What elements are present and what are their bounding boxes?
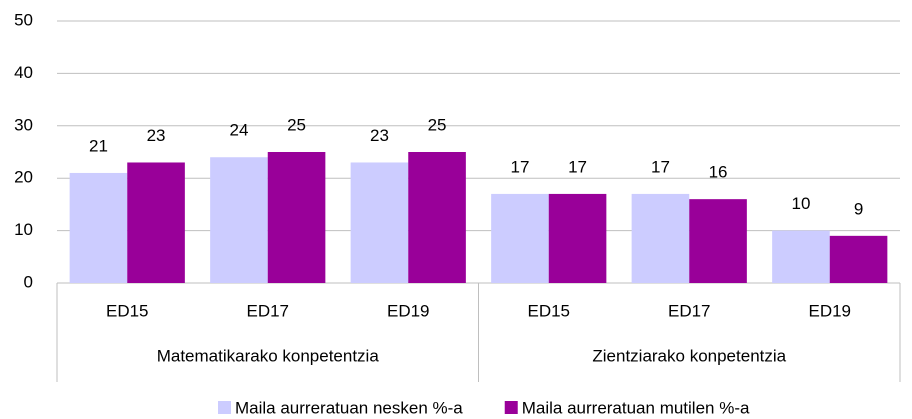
x-tick-label: ED15 xyxy=(527,301,570,320)
x-tick-label: ED19 xyxy=(808,301,851,320)
bar xyxy=(127,162,185,283)
bar xyxy=(491,193,549,283)
legend-label: Maila aurreratuan nesken %-a xyxy=(235,398,463,417)
y-tick-label: 40 xyxy=(14,63,33,82)
data-label: 24 xyxy=(229,121,248,140)
data-label: 25 xyxy=(287,115,306,134)
bar xyxy=(829,235,888,283)
y-tick-label: 20 xyxy=(14,168,33,187)
group-label: Matematikarako konpetentzia xyxy=(157,346,380,365)
legend-label: Maila aurreratuan mutilen %-a xyxy=(522,398,750,417)
data-label: 16 xyxy=(709,163,728,182)
x-tick-label: ED17 xyxy=(668,301,711,320)
bar xyxy=(350,162,409,283)
data-label: 17 xyxy=(568,157,587,176)
bar xyxy=(772,230,830,283)
legend-swatch xyxy=(218,401,231,414)
bar xyxy=(631,193,690,283)
bar xyxy=(267,152,326,283)
bar xyxy=(408,152,466,283)
y-tick-label: 0 xyxy=(24,272,33,291)
y-tick-label: 50 xyxy=(14,10,33,29)
y-tick-label: 30 xyxy=(14,115,33,134)
x-tick-label: ED17 xyxy=(246,301,289,320)
data-label: 23 xyxy=(370,126,389,145)
bar xyxy=(210,157,268,283)
x-tick-label: ED19 xyxy=(387,301,430,320)
bar xyxy=(69,172,128,283)
data-label: 21 xyxy=(89,136,108,155)
data-label: 9 xyxy=(854,199,863,218)
bar xyxy=(548,193,607,283)
data-label: 17 xyxy=(651,157,670,176)
x-tick-label: ED15 xyxy=(106,301,149,320)
y-tick-label: 10 xyxy=(14,220,33,239)
data-label: 23 xyxy=(147,126,166,145)
data-label: 17 xyxy=(510,157,529,176)
data-label: 25 xyxy=(428,115,447,134)
data-label: 10 xyxy=(791,194,810,213)
legend-swatch xyxy=(504,401,518,414)
bar xyxy=(689,199,747,283)
group-label: Zientziarako konpetentzia xyxy=(592,346,786,365)
